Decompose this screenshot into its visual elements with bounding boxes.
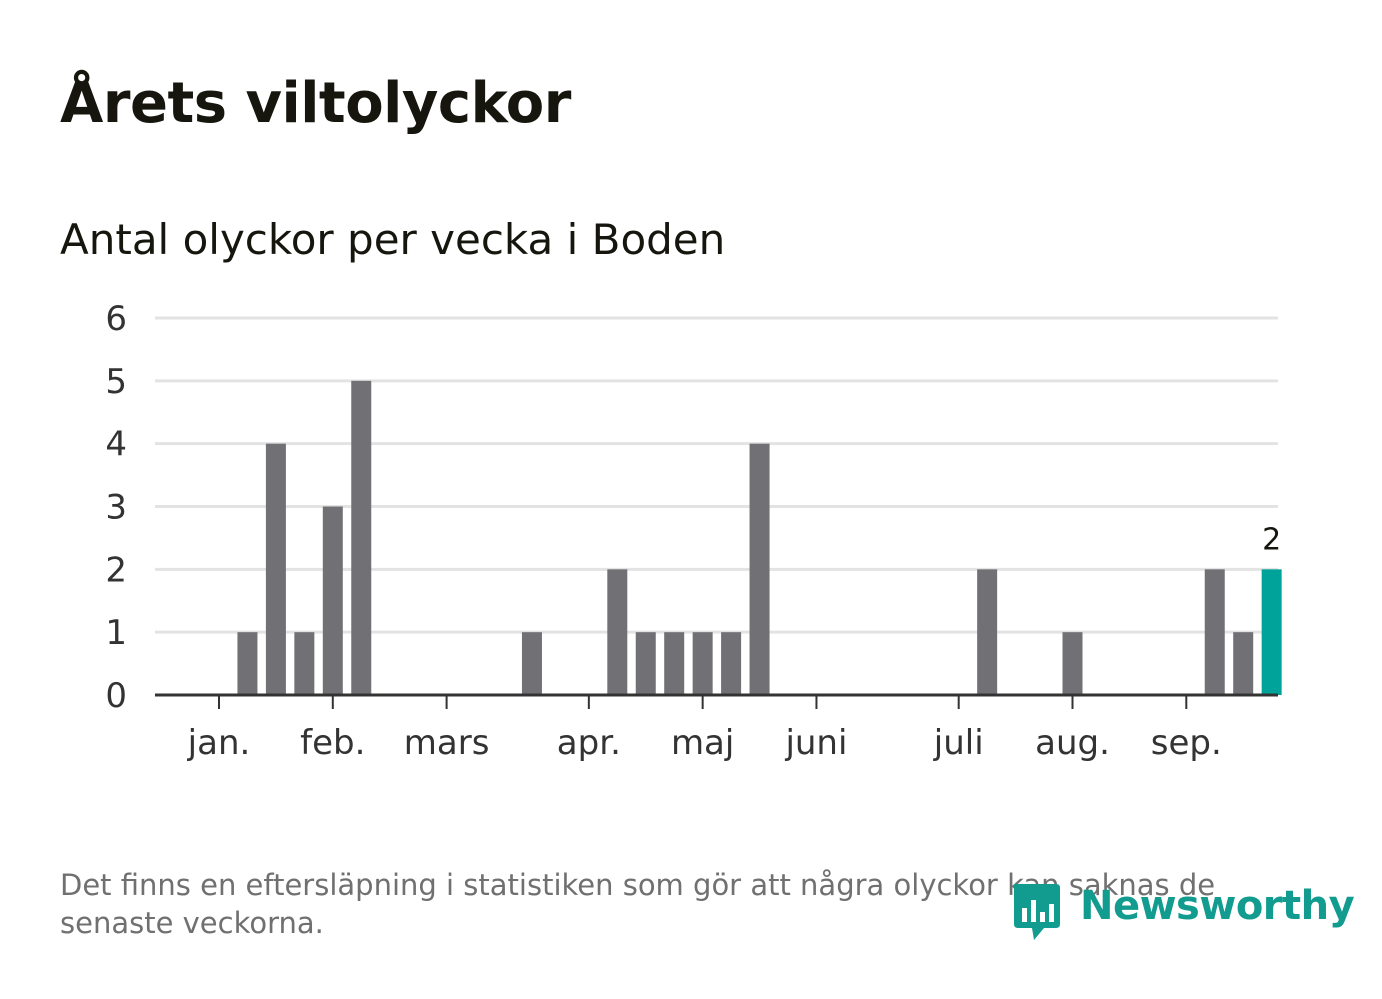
bar [607, 569, 628, 695]
chart-title: Årets viltolyckor [60, 71, 571, 136]
y-tick-label: 4 [105, 425, 127, 465]
bar-highlight [1261, 569, 1282, 695]
bar [977, 569, 998, 695]
x-tick-label: juli [933, 723, 984, 763]
bar [322, 506, 343, 695]
bar [1062, 632, 1083, 695]
x-tick-label: sep. [1151, 723, 1222, 763]
bar [294, 632, 315, 695]
x-tick-label: jan. [187, 723, 251, 763]
bar [692, 632, 713, 695]
y-tick-label: 3 [105, 488, 127, 528]
bar-chart: 0 1 2 3 4 5 6 jan. feb. mars apr. maj juni juli aug. s… [105, 299, 1282, 763]
chart-subtitle: Antal olyckor per vecka i Boden [60, 215, 726, 264]
x-axis-ticks: jan. feb. mars apr. maj juni juli aug. sep. [187, 695, 1222, 763]
bar [635, 632, 656, 695]
bar [351, 380, 372, 695]
bar [749, 443, 770, 695]
y-tick-label: 1 [105, 613, 127, 653]
newsworthy-logo: Newsworthy [1010, 876, 1355, 946]
y-axis-ticks: 0 1 2 3 4 5 6 [105, 299, 127, 716]
x-tick-label: apr. [557, 723, 621, 763]
x-tick-label: feb. [300, 723, 365, 763]
y-tick-label: 5 [105, 362, 127, 402]
x-tick-label: juni [784, 723, 847, 763]
newsworthy-logo-icon [1014, 884, 1060, 940]
data-labels: 2 [1262, 522, 1281, 557]
bar [265, 443, 286, 695]
x-tick-label: aug. [1035, 723, 1110, 763]
y-tick-label: 0 [105, 676, 127, 716]
bar [664, 632, 685, 695]
bar [721, 632, 742, 695]
bars [237, 380, 1282, 695]
data-label: 2 [1262, 522, 1281, 557]
bar [521, 632, 542, 695]
x-tick-label: mars [404, 723, 490, 763]
bar [1204, 569, 1225, 695]
logo-text: Newsworthy [1080, 883, 1355, 929]
y-tick-label: 2 [105, 550, 127, 590]
y-tick-label: 6 [105, 299, 127, 339]
bar [237, 632, 258, 695]
bar [1233, 632, 1254, 695]
x-tick-label: maj [671, 723, 734, 763]
